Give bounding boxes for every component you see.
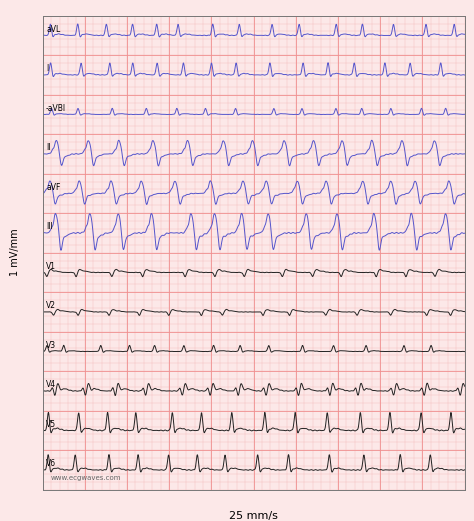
Text: V1: V1: [46, 262, 56, 271]
Text: III: III: [46, 222, 53, 231]
Text: aVF: aVF: [46, 183, 60, 192]
Text: -aVBl: -aVBl: [46, 104, 66, 113]
Text: V4: V4: [46, 380, 56, 389]
Text: I: I: [46, 64, 48, 73]
Text: aVL: aVL: [46, 25, 60, 34]
Text: V2: V2: [46, 301, 56, 311]
Text: 25 mm/s: 25 mm/s: [229, 511, 278, 521]
Text: V6: V6: [46, 460, 56, 468]
Text: 1 mV/mm: 1 mV/mm: [10, 229, 20, 277]
Text: V5: V5: [46, 420, 56, 429]
Text: V3: V3: [46, 341, 56, 350]
Text: II: II: [46, 143, 51, 152]
Text: www.ecgwaves.com: www.ecgwaves.com: [51, 475, 122, 481]
